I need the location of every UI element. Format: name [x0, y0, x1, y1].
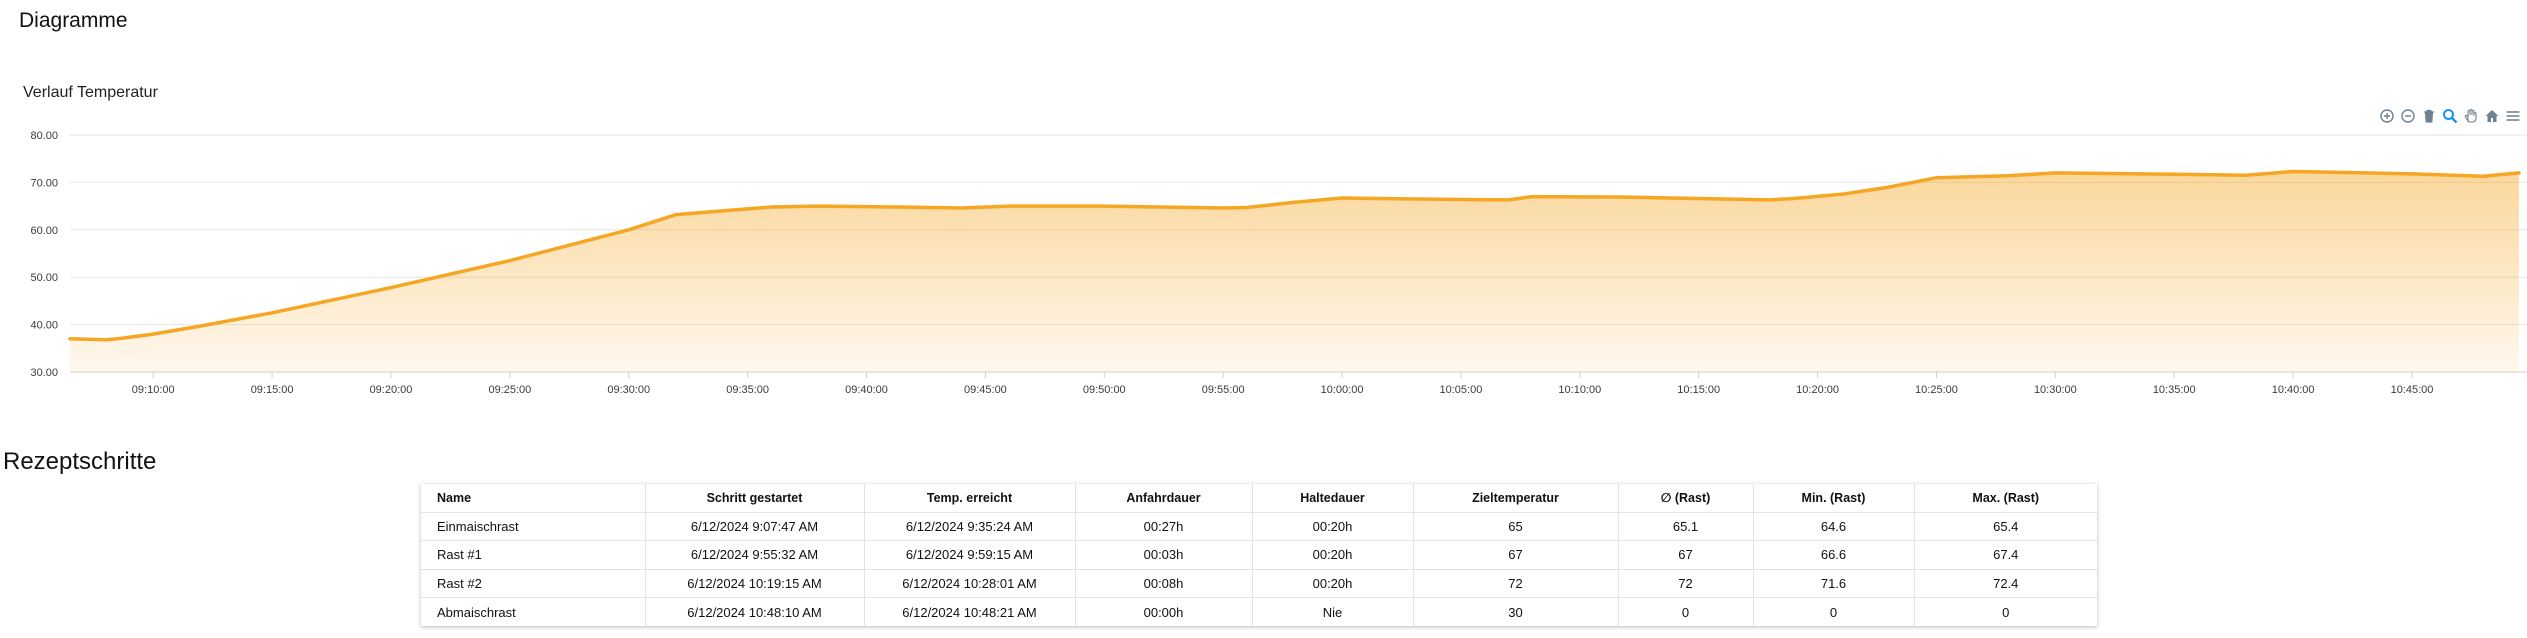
table-row: Abmaischrast 6/12/2024 10:48:10 AM 6/12/20…	[421, 597, 2097, 626]
table-cell: 6/12/2024 9:59:15 AM	[864, 540, 1076, 570]
chart-toolbar	[2379, 108, 2521, 124]
table-cell: 6/12/2024 10:28:01 AM	[864, 569, 1076, 598]
table-cell: Abmaischrast	[421, 597, 646, 626]
table-cell: 6/12/2024 10:19:15 AM	[645, 569, 865, 598]
temperature-chart[interactable]: 80.00 70.00 60.00 50.00 40.00 30.00 09:10:00 09…	[0, 120, 2527, 420]
x-tick-label: 09:10:00	[132, 384, 175, 396]
x-tick-label: 09:30:00	[607, 384, 650, 396]
column-header: ∅ (Rast)	[1618, 484, 1754, 513]
table-cell: 6/12/2024 9:55:32 AM	[645, 540, 865, 570]
column-header: Name	[421, 484, 646, 513]
recipe-table: Name Schritt gestartet Temp. erreicht Anfah…	[421, 484, 2097, 626]
table-cell: 00:20h	[1252, 540, 1414, 570]
y-tick-label: 80.00	[30, 130, 58, 142]
x-tick-label: 09:25:00	[488, 384, 531, 396]
temperature-line	[68, 169, 2521, 342]
table-cell: 67.4	[1914, 540, 2097, 570]
table-cell: 0	[1618, 597, 1754, 626]
column-header: Min. (Rast)	[1753, 484, 1915, 513]
table-cell: 64.6	[1753, 512, 1915, 541]
x-tick-label: 10:10:00	[1558, 384, 1601, 396]
table-cell: 65.1	[1618, 512, 1754, 541]
table-cell: 00:20h	[1252, 512, 1414, 541]
table-cell: 00:27h	[1075, 512, 1253, 541]
zoom-selection-icon[interactable]	[2442, 108, 2458, 124]
chart-title: Verlauf Temperatur	[23, 84, 158, 101]
table-cell: 00:03h	[1075, 540, 1253, 570]
page-title: Diagramme	[19, 9, 128, 32]
y-tick-label: 40.00	[30, 320, 58, 332]
table-cell: 0	[1753, 597, 1915, 626]
table-row: Rast #2 6/12/2024 10:19:15 AM 6/12/2024 10…	[421, 569, 2097, 598]
temperature-chart-card: Verlauf Temperatur 80.00 70.00 60.00 50.00 4…	[0, 70, 2527, 420]
y-tick-label: 70.00	[30, 177, 58, 189]
column-header: Anfahrdauer	[1075, 484, 1253, 513]
x-tick-label: 09:55:00	[1202, 384, 1245, 396]
x-tick-label: 09:45:00	[964, 384, 1007, 396]
table-cell: 66.6	[1753, 540, 1915, 570]
x-tick-label: 09:15:00	[251, 384, 294, 396]
pan-hand-icon[interactable]	[2463, 108, 2479, 124]
recipe-table-container: Name Schritt gestartet Temp. erreicht Anfah…	[421, 484, 2097, 626]
table-cell: Rast #2	[421, 569, 646, 598]
trash-icon[interactable]	[2421, 108, 2437, 124]
x-tick-label: 09:40:00	[845, 384, 888, 396]
table-header-row: Name Schritt gestartet Temp. erreicht Anfah…	[421, 484, 2097, 513]
column-header: Haltedauer	[1252, 484, 1414, 513]
x-tick-label: 10:40:00	[2272, 384, 2315, 396]
x-tick-label: 10:05:00	[1440, 384, 1483, 396]
x-tick-label: 09:20:00	[370, 384, 413, 396]
menu-icon[interactable]	[2505, 108, 2521, 124]
y-tick-label: 60.00	[30, 225, 58, 237]
zoom-in-icon[interactable]	[2379, 108, 2395, 124]
recipe-section-title: Rezeptschritte	[3, 448, 157, 475]
table-cell: 00:00h	[1075, 597, 1253, 626]
table-cell: Nie	[1252, 597, 1414, 626]
x-tick-label: 10:35:00	[2153, 384, 2196, 396]
table-cell: 65	[1413, 512, 1619, 541]
table-cell: 00:08h	[1075, 569, 1253, 598]
table-cell: 00:20h	[1252, 569, 1414, 598]
y-tick-label: 50.00	[30, 272, 58, 284]
table-cell: 72	[1618, 569, 1754, 598]
x-tick-label: 09:50:00	[1083, 384, 1126, 396]
table-cell: 67	[1413, 540, 1619, 570]
column-header: Schritt gestartet	[645, 484, 865, 513]
home-reset-icon[interactable]	[2484, 108, 2500, 124]
column-header: Temp. erreicht	[864, 484, 1076, 513]
x-tick-label: 10:15:00	[1677, 384, 1720, 396]
table-cell: 65.4	[1914, 512, 2097, 541]
x-tick-label: 10:00:00	[1321, 384, 1364, 396]
table-cell: Einmaischrast	[421, 512, 646, 541]
table-cell: 30	[1413, 597, 1619, 626]
table-cell: Rast #1	[421, 540, 646, 570]
table-cell: 6/12/2024 9:07:47 AM	[645, 512, 865, 541]
table-body: Einmaischrast 6/12/2024 9:07:47 AM 6/12/20…	[421, 512, 2097, 626]
table-cell: 6/12/2024 10:48:10 AM	[645, 597, 865, 626]
x-tick-label: 10:20:00	[1796, 384, 1839, 396]
x-tick-label: 09:35:00	[726, 384, 769, 396]
table-cell: 72	[1413, 569, 1619, 598]
table-row: Einmaischrast 6/12/2024 9:07:47 AM 6/12/20…	[421, 512, 2097, 541]
x-tick-label: 10:45:00	[2391, 384, 2434, 396]
zoom-out-icon[interactable]	[2400, 108, 2416, 124]
column-header: Zieltemperatur	[1413, 484, 1619, 513]
column-header: Max. (Rast)	[1914, 484, 2097, 513]
table-cell: 6/12/2024 10:48:21 AM	[864, 597, 1076, 626]
x-tick-label: 10:30:00	[2034, 384, 2077, 396]
x-tick-label: 10:25:00	[1915, 384, 1958, 396]
table-cell: 6/12/2024 9:35:24 AM	[864, 512, 1076, 541]
temperature-area	[70, 171, 2519, 372]
table-cell: 72.4	[1914, 569, 2097, 598]
table-row: Rast #1 6/12/2024 9:55:32 AM 6/12/2024 9:5…	[421, 540, 2097, 570]
table-cell: 0	[2002, 604, 2010, 620]
y-tick-label: 30.00	[30, 367, 58, 379]
table-cell: 67	[1618, 540, 1754, 570]
table-cell: 71.6	[1753, 569, 1915, 598]
